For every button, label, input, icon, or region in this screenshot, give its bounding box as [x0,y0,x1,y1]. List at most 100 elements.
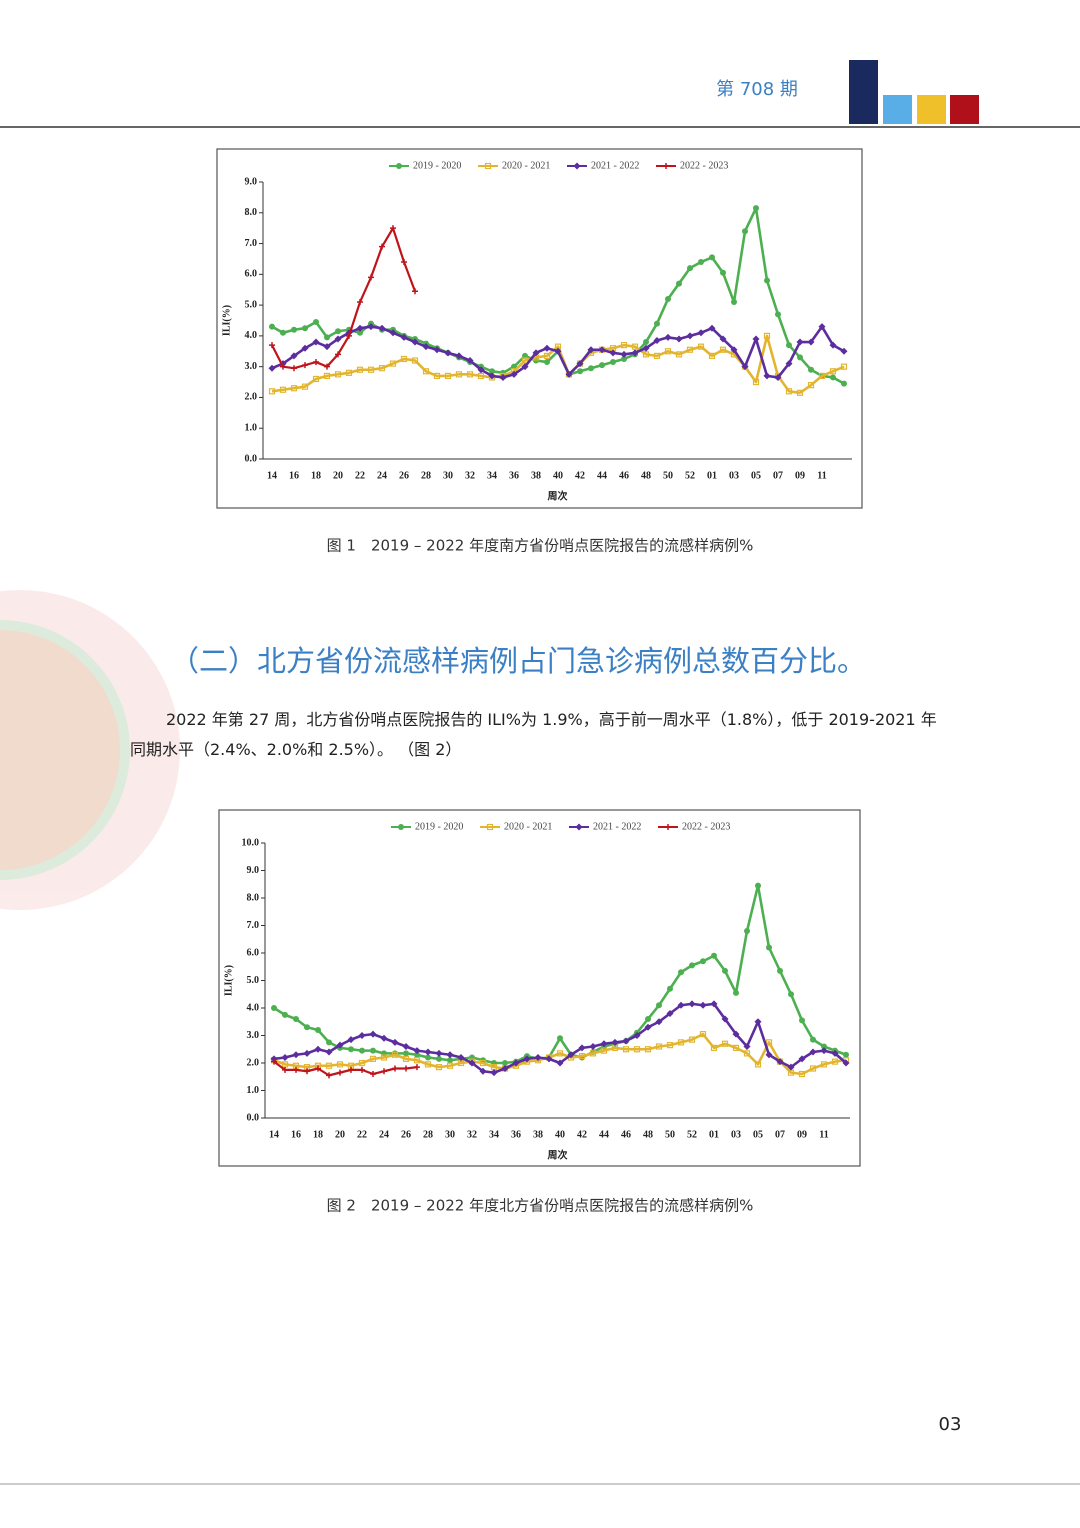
point [544,359,550,366]
x-tick-label: 14 [267,470,277,481]
point [348,1046,354,1053]
point [697,343,705,350]
y-tick-label: 6.0 [245,269,258,280]
x-tick-label: 50 [663,470,673,481]
point [656,1002,662,1009]
point [380,1054,388,1061]
point [543,352,551,359]
virus-body [0,590,180,910]
point [334,335,342,343]
point [665,295,671,302]
legend-label: 2020 - 2021 [502,160,550,171]
point [312,375,320,383]
point [403,1050,409,1057]
point [402,1043,410,1050]
point [645,1016,651,1022]
point [633,1032,641,1039]
point [787,1063,795,1071]
point [280,363,286,370]
x-tick-label: 11 [817,470,826,481]
point [622,1037,630,1045]
x-tick-label: 36 [509,470,519,481]
point [521,363,529,371]
virus-core [0,620,130,880]
point [699,1001,707,1009]
x-tick-label: 28 [421,470,431,481]
point [721,1040,729,1047]
point [301,383,309,390]
point [732,1044,740,1051]
point [271,1005,277,1011]
point [820,1061,828,1068]
point [302,362,308,369]
point [425,1054,431,1061]
point [412,288,418,295]
point [414,1064,420,1071]
legend-label: 2021 - 2022 [593,821,641,832]
point [269,323,275,330]
point [700,958,706,965]
point [337,1069,343,1076]
x-tick-label: 32 [467,1129,477,1140]
y-tick-label: 4.0 [247,1002,260,1013]
point [754,1018,762,1026]
point [689,962,695,969]
x-tick-label: 50 [665,1129,675,1140]
point [323,343,331,351]
legend-marker [486,823,494,831]
point [323,372,331,379]
x-tick-label: 22 [355,470,365,481]
point [411,338,419,346]
point [315,1027,321,1033]
point [554,347,562,355]
y-tick-label: 1.0 [245,423,258,434]
point [600,1040,608,1048]
point [688,1036,696,1043]
point [403,1065,409,1072]
point [446,1051,454,1059]
point [589,1043,597,1050]
x-tick-label: 42 [577,1129,587,1140]
point [312,338,320,346]
point [291,365,297,372]
point [743,1043,751,1050]
point [291,326,297,333]
point [642,344,650,352]
point [565,370,573,378]
x-tick-label: 22 [357,1129,367,1140]
point [733,989,739,996]
point [324,363,330,370]
point [710,1044,718,1051]
x-tick-label: 20 [335,1129,345,1140]
point [765,1039,773,1046]
point [422,343,430,351]
point [433,346,441,354]
header-block [950,95,979,124]
point [389,360,397,367]
point [367,366,375,373]
point [588,365,594,372]
point [818,323,826,331]
point [598,346,606,354]
point [763,372,771,380]
point [369,1055,377,1062]
point [378,365,386,372]
point [433,372,441,379]
point [722,967,728,974]
point [821,1043,827,1050]
issue-number: 第 708 期 [716,79,798,100]
point [820,1047,828,1055]
y-tick-label: 7.0 [245,238,258,249]
point [664,348,672,355]
point [688,1000,696,1008]
x-tick-label: 24 [377,470,387,481]
point [557,1035,563,1042]
point [653,352,661,359]
point [325,1048,333,1056]
point [743,1050,751,1057]
x-tick-label: 40 [553,470,563,481]
series-line [273,1032,847,1076]
point [413,1047,421,1055]
point [633,1046,641,1053]
point [578,1044,586,1052]
